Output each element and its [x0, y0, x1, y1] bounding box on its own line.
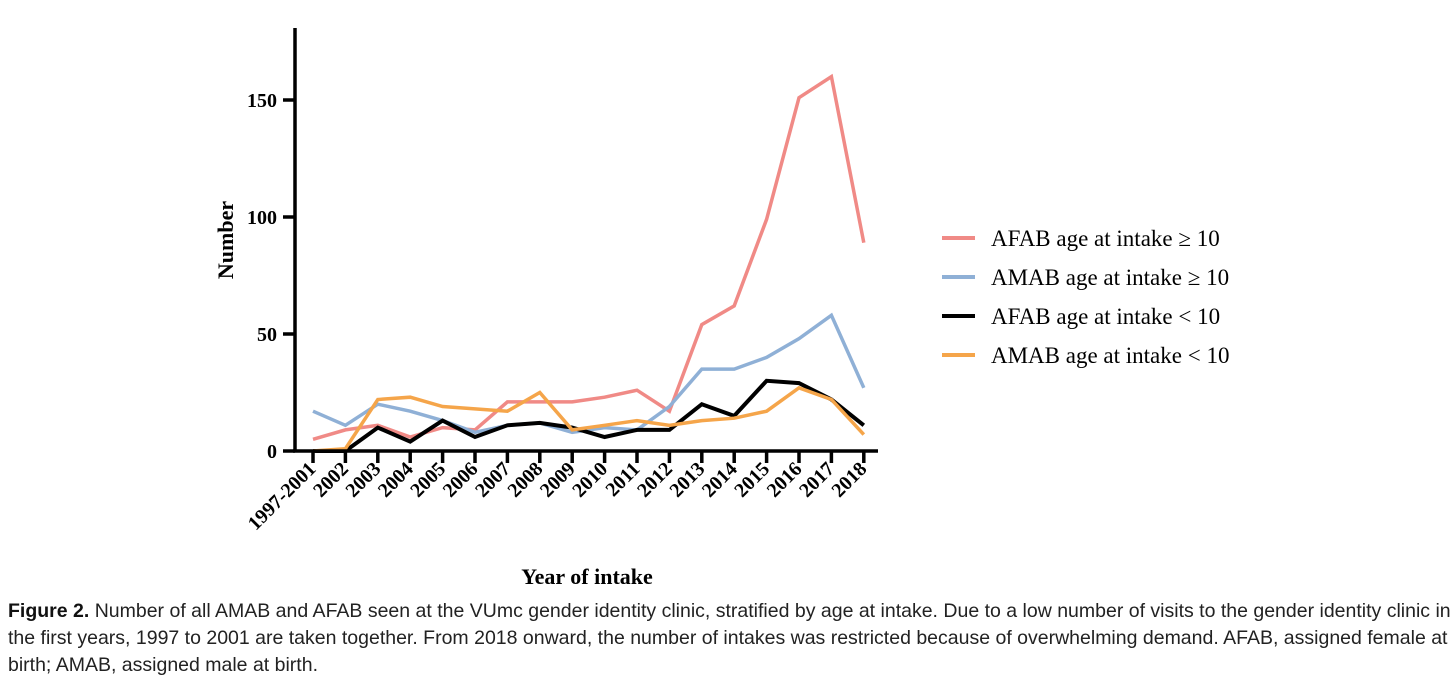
- x-axis-title: Year of intake: [521, 564, 653, 589]
- caption-text: Number of all AMAB and AFAB seen at the …: [8, 600, 1451, 676]
- series-line-2: [312, 312, 866, 435]
- x-tick-label: 2015: [730, 458, 774, 502]
- series-line-3: [313, 378, 866, 453]
- y-tick-label: 0: [267, 441, 277, 463]
- y-ticks: 0 50 100 150: [247, 90, 295, 463]
- legend: AFAB age at intake ≥ 10 AMAB age at intak…: [942, 226, 1229, 368]
- x-tick-label: 2008: [503, 458, 547, 502]
- legend-label: AMAB age at intake < 10: [991, 343, 1229, 368]
- x-tick-label: 2011: [601, 458, 644, 501]
- x-tick-label: 2005: [406, 458, 450, 502]
- legend-label: AFAB age at intake ≥ 10: [991, 226, 1220, 251]
- x-tick-label: 2014: [698, 458, 742, 502]
- y-tick-label: 50: [257, 324, 277, 346]
- x-tick-label: 2017: [795, 458, 839, 502]
- x-tick-label: 2013: [665, 458, 709, 502]
- figure-caption: Figure 2. Number of all AMAB and AFAB se…: [8, 598, 1452, 679]
- x-tick-label: 2010: [568, 458, 612, 502]
- series-line-4: [312, 385, 866, 453]
- y-tick-label: 150: [247, 90, 277, 112]
- plot-lines: [312, 73, 866, 453]
- x-tick-label: 1997-2001: [244, 458, 321, 535]
- legend-label: AFAB age at intake < 10: [991, 304, 1220, 329]
- legend-label: AMAB age at intake ≥ 10: [991, 265, 1229, 290]
- x-tick-label: 2003: [341, 458, 385, 502]
- y-axis-title: Number: [213, 201, 238, 279]
- x-tick-label: 2004: [374, 458, 418, 502]
- x-tick-label: 2006: [439, 458, 483, 502]
- x-tick-label: 2018: [827, 458, 871, 502]
- series-line-1: [312, 73, 866, 441]
- x-tick-label: 2007: [471, 458, 515, 502]
- caption-label: Figure 2.: [8, 600, 90, 622]
- x-tick-label: 2002: [309, 458, 353, 502]
- y-tick-label: 100: [247, 207, 277, 229]
- x-tick-label: 2009: [536, 458, 580, 502]
- x-tick-label: 2016: [763, 458, 807, 502]
- x-ticks: 1997-20012002200320042005200620072008200…: [244, 451, 871, 535]
- x-tick-label: 2012: [633, 458, 677, 502]
